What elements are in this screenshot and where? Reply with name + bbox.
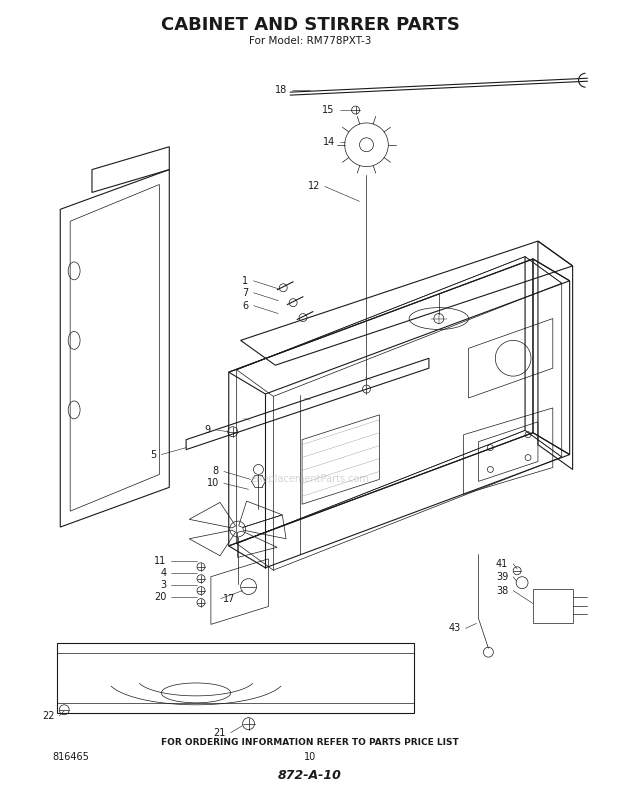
Text: eReplacementParts.com: eReplacementParts.com [250,475,370,484]
Text: 7: 7 [242,288,249,298]
Text: 872-A-10: 872-A-10 [278,769,342,782]
Text: 22: 22 [42,711,55,720]
Text: 5: 5 [150,450,156,460]
Text: 41: 41 [496,559,508,569]
Text: 4: 4 [160,568,166,577]
Text: CABINET AND STIRRER PARTS: CABINET AND STIRRER PARTS [161,16,459,34]
Text: 20: 20 [154,592,166,601]
Text: 15: 15 [322,105,335,115]
Text: 39: 39 [496,572,508,581]
Text: 9: 9 [205,425,211,435]
Text: 21: 21 [213,728,226,738]
Text: 17: 17 [223,593,235,604]
Text: 14: 14 [322,137,335,147]
Text: FOR ORDERING INFORMATION REFER TO PARTS PRICE LIST: FOR ORDERING INFORMATION REFER TO PARTS … [161,738,459,747]
Text: 6: 6 [242,301,249,310]
Text: 1: 1 [242,276,249,286]
Text: 38: 38 [496,585,508,596]
Text: 18: 18 [275,85,287,95]
Text: For Model: RM778PXT-3: For Model: RM778PXT-3 [249,36,371,46]
Text: 43: 43 [448,623,461,634]
Text: 10: 10 [304,752,316,762]
Text: 816465: 816465 [52,752,89,762]
Text: 11: 11 [154,556,166,566]
Text: 10: 10 [206,479,219,488]
Text: 3: 3 [160,580,166,589]
Text: 8: 8 [213,466,219,476]
Text: 12: 12 [308,182,320,191]
